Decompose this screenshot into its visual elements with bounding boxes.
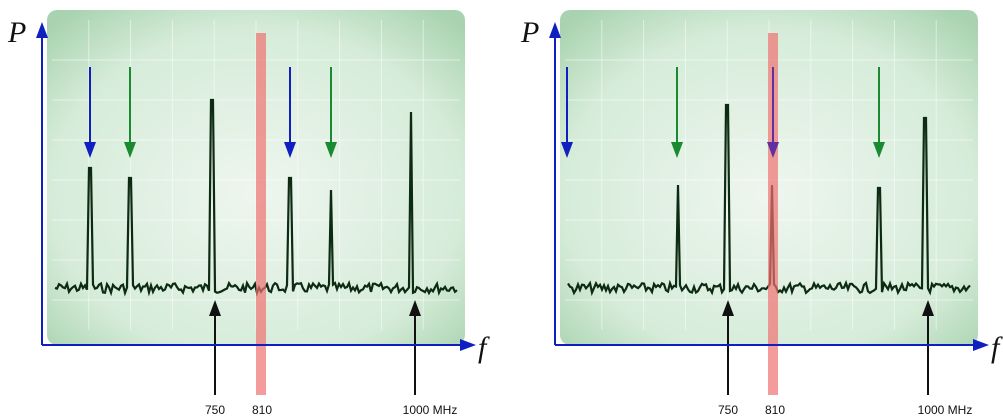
freq-label: 750 (205, 403, 225, 417)
marker-band (256, 33, 266, 395)
x-axis-label: f (991, 331, 1003, 364)
y-axis-label: P (520, 16, 539, 49)
freq-label: 750 (718, 403, 738, 417)
y-axis-label: P (7, 16, 26, 49)
freq-label: 810 (252, 403, 272, 417)
freq-label: 810 (765, 403, 785, 417)
freq-label: 1000 MHz (918, 403, 973, 417)
freq-label: 1000 MHz (403, 403, 458, 417)
x-axis-label: f (478, 331, 490, 364)
marker-band (768, 33, 778, 395)
